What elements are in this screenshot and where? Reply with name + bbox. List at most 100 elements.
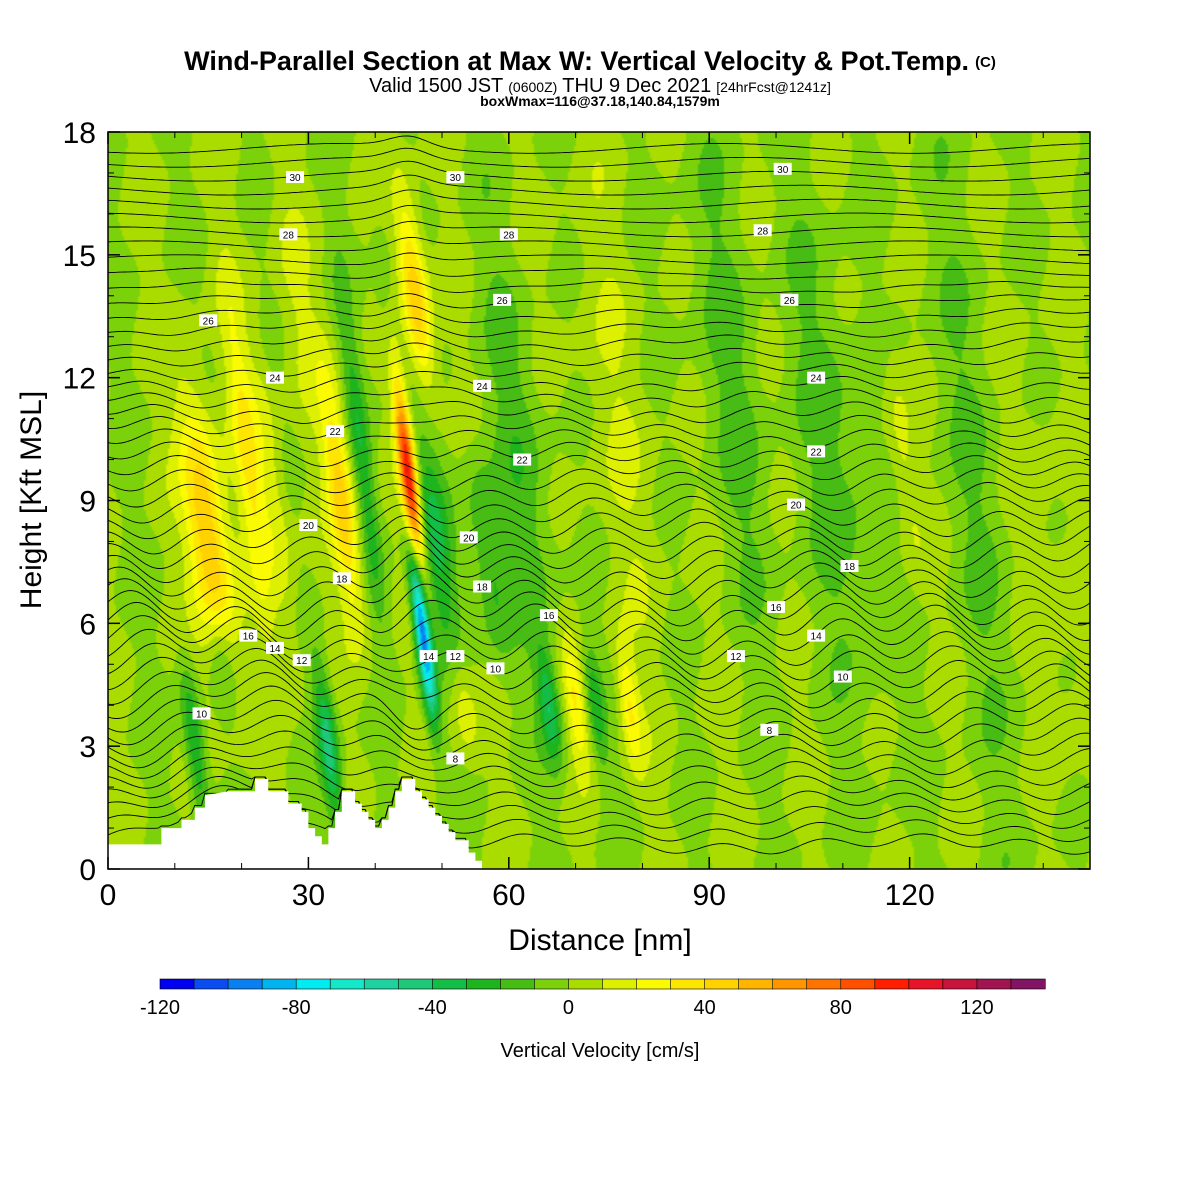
contour-label-text: 14 bbox=[269, 644, 281, 655]
contour-label-text: 14 bbox=[423, 652, 435, 663]
colorbar-swatch bbox=[1010, 978, 1046, 990]
theta-contour-line bbox=[108, 428, 1090, 454]
contour-label-box bbox=[292, 654, 311, 667]
contour-label-box bbox=[332, 572, 351, 585]
theta-contour-line bbox=[108, 236, 1090, 252]
y-tick-label: 12 bbox=[63, 363, 96, 396]
theta-contour-label: 24 bbox=[266, 371, 285, 385]
theta-contour-line bbox=[108, 252, 1090, 266]
theta-contour-label: 16 bbox=[539, 609, 558, 622]
contour-label-text: 28 bbox=[757, 226, 769, 237]
theta-contour-line bbox=[108, 599, 1090, 642]
theta-contour-line bbox=[108, 583, 1090, 627]
contour-label-box bbox=[760, 723, 779, 736]
contour-label-text: 28 bbox=[283, 230, 295, 241]
theta-contour-label: 20 bbox=[459, 531, 478, 544]
x-tick-label: 90 bbox=[693, 879, 726, 912]
contour-label-text: 28 bbox=[503, 230, 515, 241]
theta-contour-line bbox=[108, 552, 1090, 598]
colorbar-swatch bbox=[466, 978, 501, 990]
theta-contour-label: 14 bbox=[807, 629, 826, 643]
contour-label-box bbox=[787, 498, 806, 511]
plot-area: 30 30 30 28 28 28 26 26 26 24 24 24 22 22 22 20 20 20 18 18… bbox=[108, 132, 1090, 869]
colorbar bbox=[159, 978, 1046, 990]
theta-contour-line bbox=[108, 305, 1090, 324]
colorbar-tick-label: 80 bbox=[830, 997, 852, 1019]
contour-label-text: 18 bbox=[336, 574, 348, 585]
theta-contour-labels: 30 30 30 28 28 28 26 26 26 24 24 24 22 22 22 20 20 20 18 18… bbox=[192, 162, 859, 765]
contour-label-text: 8 bbox=[767, 726, 773, 737]
colorbar-tick-label: -120 bbox=[140, 997, 180, 1019]
theta-contour-label: 28 bbox=[499, 228, 518, 241]
theta-contour-line bbox=[108, 685, 1090, 741]
contour-label-text: 18 bbox=[477, 582, 489, 593]
theta-contour-line bbox=[108, 454, 1090, 482]
theta-contour-line bbox=[108, 280, 1090, 294]
colorbar-label: Vertical Velocity [cm/s] bbox=[501, 1040, 700, 1062]
colorbar-swatch bbox=[534, 978, 570, 990]
theta-contour-label: 12 bbox=[292, 654, 311, 667]
theta-contour-label: 26 bbox=[493, 293, 512, 307]
contour-label-text: 12 bbox=[730, 652, 742, 663]
theta-contour-line bbox=[108, 757, 1090, 802]
theta-contour-label: 14 bbox=[266, 641, 285, 655]
x-tick-label: 30 bbox=[292, 879, 325, 912]
theta-contour-label: 30 bbox=[773, 162, 792, 176]
contour-label-text: 16 bbox=[543, 611, 555, 622]
contour-label-text: 8 bbox=[453, 754, 459, 765]
theta-contour-line bbox=[108, 482, 1090, 511]
contour-label-text: 30 bbox=[777, 165, 789, 176]
colorbar-swatch bbox=[227, 978, 263, 990]
theta-contour-label: 16 bbox=[239, 629, 258, 643]
contour-label-text: 18 bbox=[844, 562, 856, 573]
contour-label-text: 14 bbox=[811, 632, 823, 643]
contour-label-box bbox=[513, 453, 532, 466]
theta-contour-line bbox=[108, 342, 1090, 367]
contour-label-box bbox=[239, 629, 258, 642]
contour-label-text: 30 bbox=[450, 173, 462, 184]
colorbar-swatch bbox=[500, 978, 536, 990]
terrain-mask bbox=[108, 778, 1090, 869]
contour-label-box bbox=[473, 379, 492, 392]
contour-label-box bbox=[833, 670, 852, 683]
colorbar-swatch bbox=[602, 978, 638, 990]
colorbar-swatch bbox=[193, 978, 229, 990]
contour-label-box bbox=[326, 424, 345, 437]
colorbar-swatch bbox=[738, 978, 774, 990]
y-tick-label: 3 bbox=[79, 731, 96, 764]
theta-contour-line bbox=[108, 493, 1090, 526]
theta-contour-line bbox=[108, 386, 1090, 410]
chart-box-wmax: boxWmax=116@37.18,140.84,1579m bbox=[480, 93, 720, 109]
contour-label-text: 26 bbox=[784, 296, 796, 307]
theta-contour-line bbox=[108, 699, 1090, 751]
subtitle-utc: (0600Z) bbox=[508, 79, 557, 95]
x-axis: 0 30 60 90 120 bbox=[100, 132, 1044, 912]
colorbar-swatch bbox=[874, 978, 910, 990]
theta-contour-line bbox=[108, 267, 1090, 280]
theta-contour-line bbox=[108, 329, 1090, 352]
theta-contour-label: 22 bbox=[326, 424, 345, 438]
contour-label-text: 16 bbox=[770, 603, 782, 614]
theta-contour-line bbox=[108, 615, 1090, 655]
colorbar-swatch bbox=[840, 978, 876, 990]
contour-label-text: 30 bbox=[289, 173, 301, 184]
contour-label-text: 24 bbox=[269, 374, 281, 385]
contour-label-box bbox=[446, 650, 465, 663]
theta-contour-label: 30 bbox=[286, 171, 305, 184]
colorbar-ticks: -120 -80 -40 0 40 80 120 bbox=[140, 997, 994, 1019]
y-axis: 0 3 6 9 12 15 18 bbox=[63, 117, 1090, 887]
colorbar-swatch bbox=[670, 978, 706, 990]
contour-label-text: 10 bbox=[490, 664, 502, 675]
theta-contour-label: 10 bbox=[833, 670, 852, 684]
title-mark: (C) bbox=[975, 54, 996, 71]
theta-contour-line bbox=[108, 414, 1090, 439]
contour-label-text: 26 bbox=[203, 316, 215, 327]
contour-label-text: 24 bbox=[477, 382, 489, 393]
theta-contour-label: 12 bbox=[446, 650, 465, 663]
theta-contour-label: 30 bbox=[446, 171, 465, 184]
theta-contour-line bbox=[108, 567, 1090, 612]
theta-contour-label: 20 bbox=[787, 498, 806, 512]
theta-contour-line bbox=[108, 160, 1090, 182]
colorbar-swatch bbox=[329, 978, 365, 990]
theta-contour-line bbox=[108, 135, 1090, 154]
